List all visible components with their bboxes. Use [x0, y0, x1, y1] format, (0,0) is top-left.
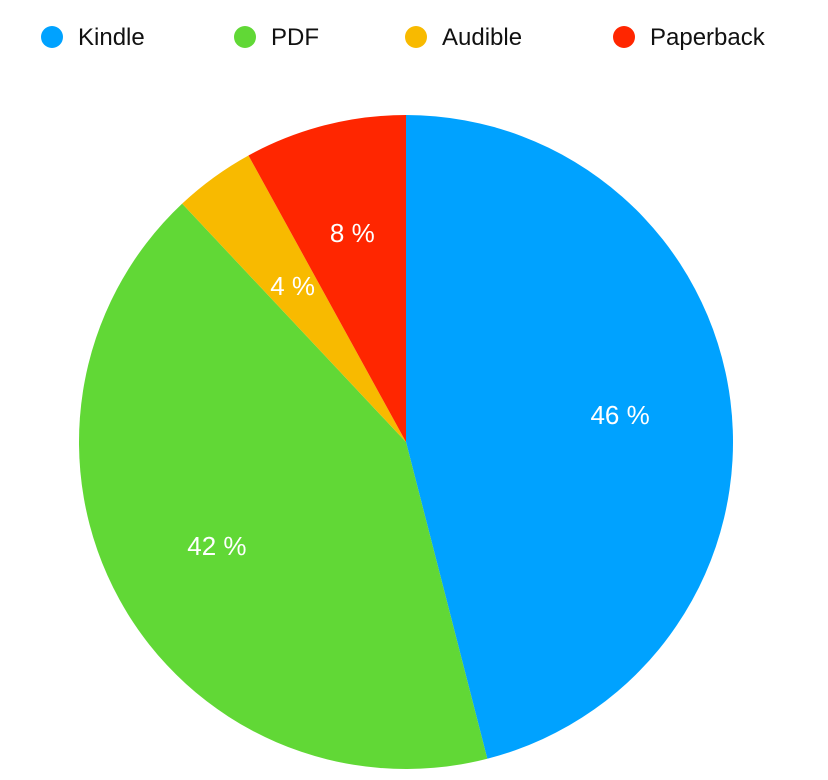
legend-label-audible: Audible	[442, 24, 522, 51]
legend-item-pdf: PDF	[234, 24, 319, 51]
legend-item-paperback: Paperback	[613, 24, 766, 51]
legend-swatch-paperback	[613, 26, 635, 48]
legend-label-kindle: Kindle	[78, 24, 145, 51]
legend-swatch-kindle	[41, 26, 63, 48]
slice-kindle	[406, 115, 734, 759]
slice-audible	[182, 155, 406, 442]
slice-label-audible: 4 %	[270, 271, 315, 301]
legend: Kindle PDF Audible Paperback	[41, 24, 766, 51]
slice-paperback	[248, 115, 406, 442]
legend-swatch-pdf	[234, 26, 256, 48]
slice-pdf	[78, 203, 488, 770]
legend-label-pdf: PDF	[271, 24, 319, 51]
slice-label-kindle: 46 %	[590, 400, 649, 430]
legend-item-kindle: Kindle	[41, 24, 145, 51]
slice-label-pdf: 42 %	[187, 531, 246, 561]
legend-item-audible: Audible	[405, 24, 522, 51]
legend-swatch-audible	[405, 26, 427, 48]
slice-label-paperback: 8 %	[330, 218, 375, 248]
legend-label-paperback: Paperback	[650, 24, 766, 51]
pie-slices	[78, 115, 734, 770]
slice-labels: 46 % 42 % 4 % 8 %	[187, 218, 649, 561]
